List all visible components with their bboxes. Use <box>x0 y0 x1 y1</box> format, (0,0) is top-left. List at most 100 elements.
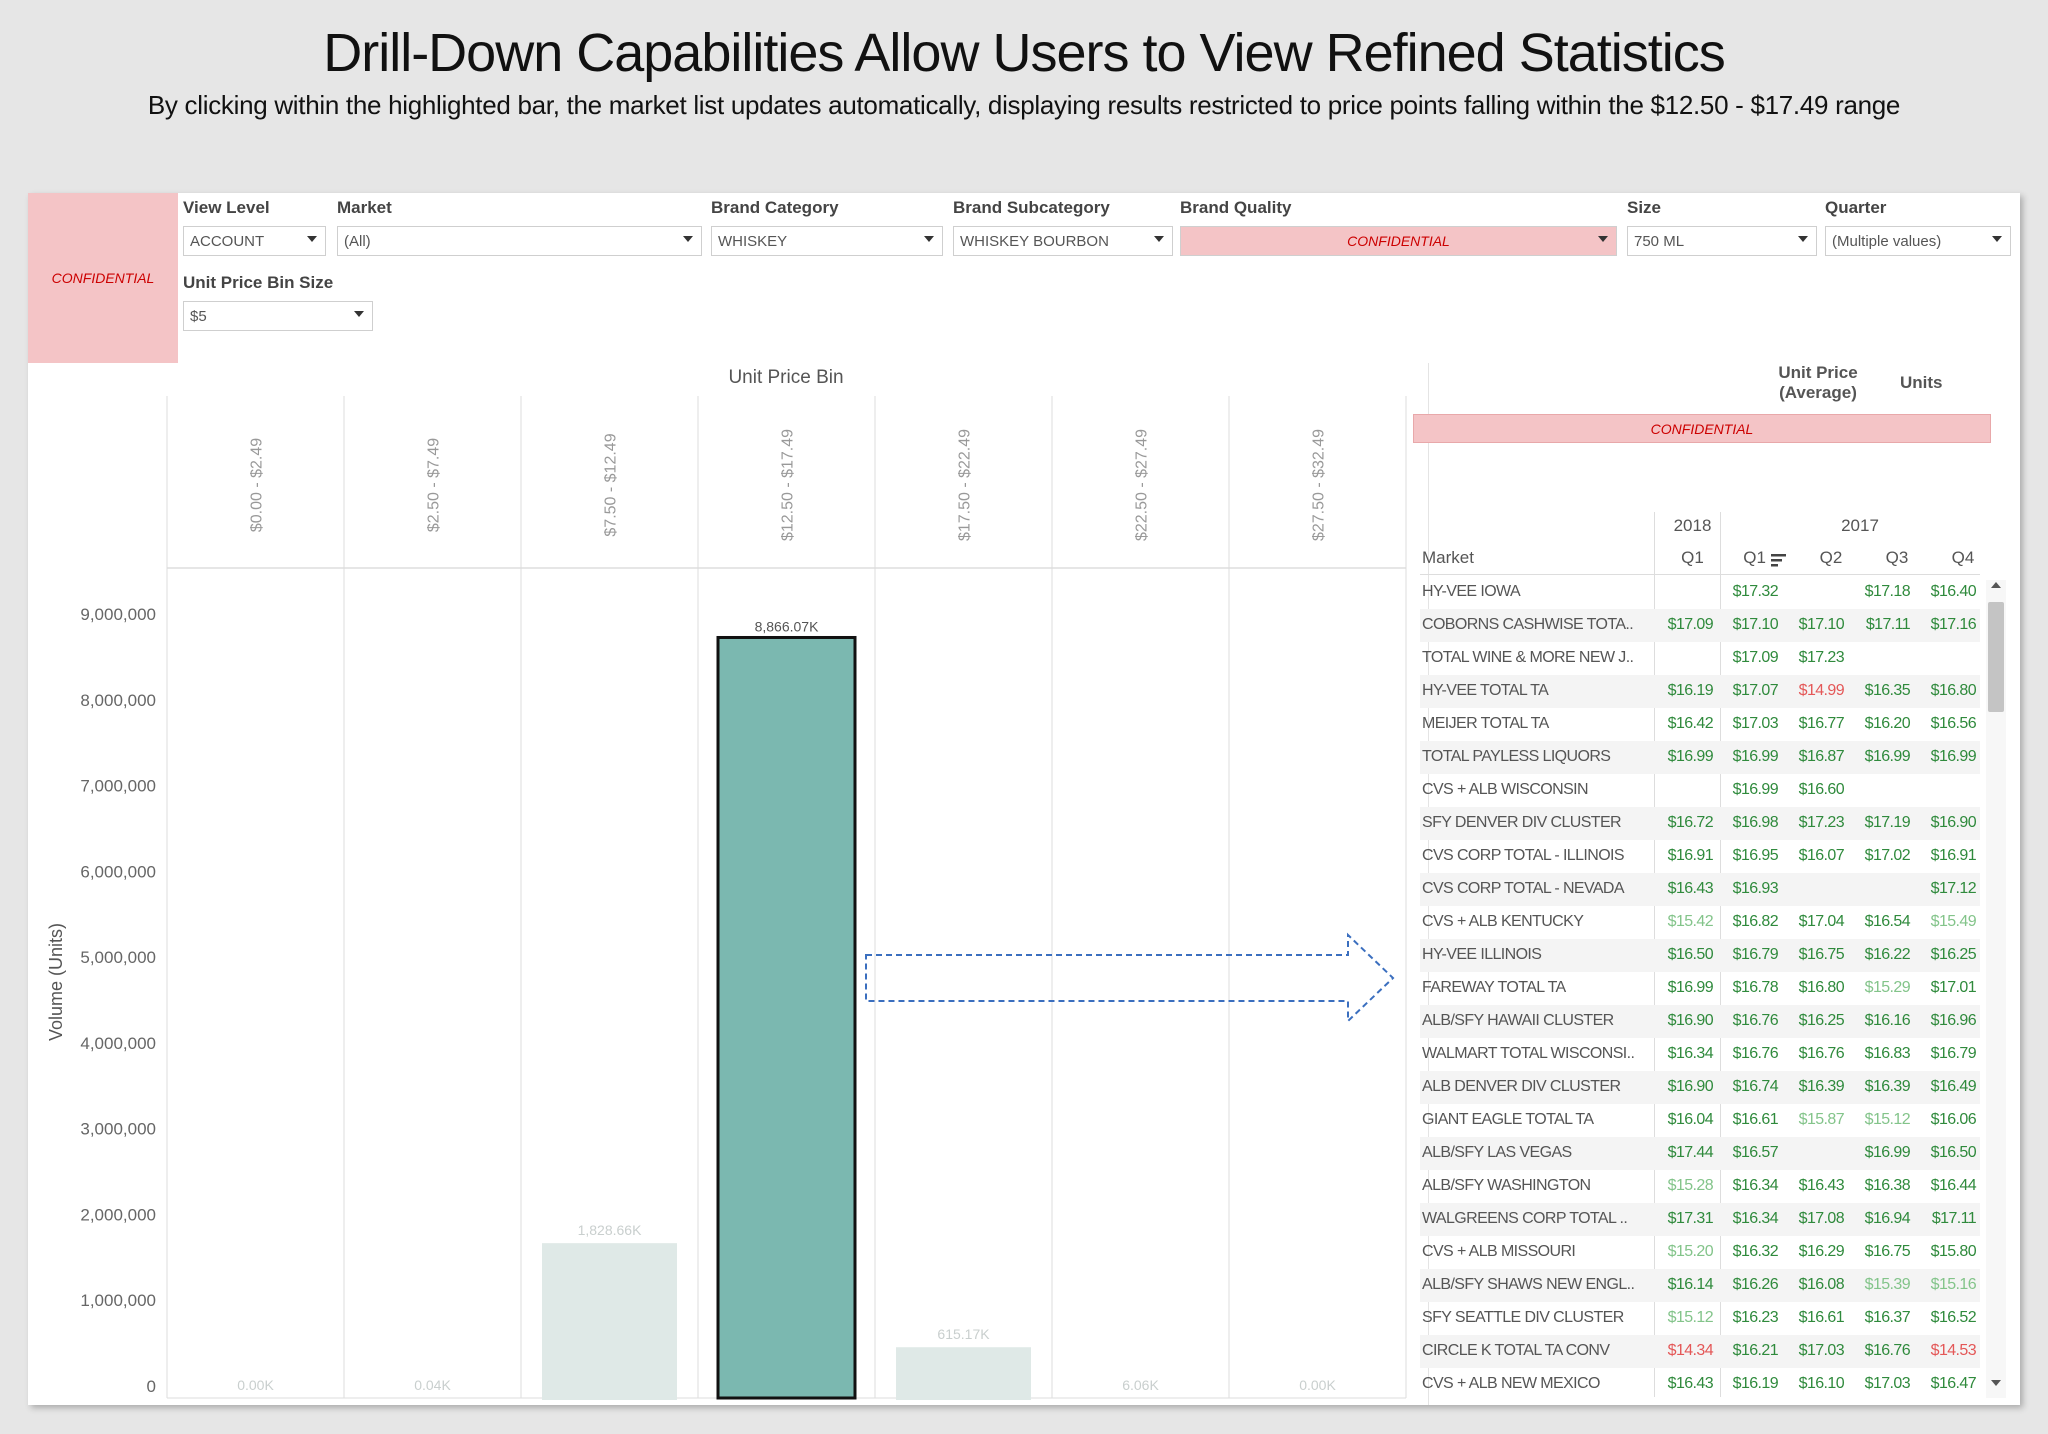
table-row[interactable]: ALB/SFY LAS VEGAS $17.44 $16.57 $16.99 $16.5… <box>1420 1137 1980 1170</box>
x-category-label[interactable]: $2.50 - $7.49 <box>426 438 443 532</box>
filter-brand-category: Brand Category WHISKEY <box>711 198 943 256</box>
table-row[interactable]: ALB/SFY HAWAII CLUSTER $16.90 $16.76 $16.25… <box>1420 1005 1980 1038</box>
table-row[interactable]: MEIJER TOTAL TA $16.42 $17.03 $16.77 $16.20 $… <box>1420 708 1980 741</box>
price-cell: $15.28 <box>1667 1177 1714 1194</box>
price-cell: $17.18 <box>1864 583 1911 600</box>
price-cell: $16.43 <box>1667 880 1714 897</box>
table-row[interactable]: CVS + ALB KENTUCKY $15.42 $16.82 $17.04 $16.… <box>1420 906 1980 939</box>
view-level-dropdown[interactable]: ACCOUNT <box>183 226 326 256</box>
brand-category-dropdown[interactable]: WHISKEY <box>711 226 943 256</box>
table-row[interactable]: HY-VEE ILLINOIS $16.50 $16.79 $16.75 $16.22 $… <box>1420 939 1980 972</box>
price-cell: $14.53 <box>1930 1342 1977 1359</box>
size-dropdown[interactable]: 750 ML <box>1627 226 1817 256</box>
sort-icon[interactable] <box>1770 552 1787 567</box>
table-row[interactable]: ALB/SFY WASHINGTON $15.28 $16.34 $16.43 $16.… <box>1420 1170 1980 1203</box>
table-row[interactable]: CVS CORP TOTAL - ILLINOIS $16.91 $16.95 $16… <box>1420 840 1980 873</box>
price-cell: $16.25 <box>1798 1012 1845 1029</box>
bar[interactable] <box>716 635 857 1400</box>
market-name: FAREWAY TOTAL TA <box>1422 979 1566 996</box>
brand-quality-dropdown[interactable]: CONFIDENTIAL <box>1180 226 1617 256</box>
table-row[interactable]: CVS + ALB MISSOURI $15.20 $16.32 $16.29 $16.… <box>1420 1236 1980 1269</box>
price-cell: $15.20 <box>1667 1243 1714 1260</box>
price-cell: $17.09 <box>1732 649 1779 666</box>
table-row[interactable]: CVS + ALB WISCONSIN $16.99 $16.60 <box>1420 774 1980 807</box>
price-cell: $16.19 <box>1667 682 1714 699</box>
table-row[interactable]: ALB DENVER DIV CLUSTER $16.90 $16.74 $16.39… <box>1420 1071 1980 1104</box>
price-cell: $16.82 <box>1732 913 1779 930</box>
market-dropdown[interactable]: (All) <box>337 226 702 256</box>
q3-column-header[interactable]: Q3 <box>1885 548 1909 567</box>
price-cell: $16.39 <box>1864 1078 1911 1095</box>
price-cell: $16.35 <box>1864 682 1911 699</box>
unit-price-header: Unit Price (Average) <box>1778 363 1858 402</box>
quarter-dropdown[interactable]: (Multiple values) <box>1825 226 2011 256</box>
price-cell: $15.39 <box>1864 1276 1911 1293</box>
table-row[interactable]: WALMART TOTAL WISCONSI.. $16.34 $16.76 $16.… <box>1420 1038 1980 1071</box>
table-row[interactable]: SFY SEATTLE DIV CLUSTER $15.12 $16.23 $16.6… <box>1420 1302 1980 1335</box>
dropdown-value: WHISKEY <box>718 232 788 250</box>
price-cell: $16.42 <box>1667 715 1714 732</box>
price-cell: $16.99 <box>1864 748 1911 765</box>
dropdown-value: (All) <box>344 232 371 250</box>
table-row[interactable]: FAREWAY TOTAL TA $16.99 $16.78 $16.80 $15.29… <box>1420 972 1980 1005</box>
dropdown-value: WHISKEY BOURBON <box>960 232 1109 250</box>
price-cell: $16.80 <box>1930 682 1977 699</box>
price-cell: $17.04 <box>1798 913 1845 930</box>
price-cell: $16.83 <box>1864 1045 1911 1062</box>
brand-subcategory-dropdown[interactable]: WHISKEY BOURBON <box>953 226 1173 256</box>
table-row[interactable]: ALB/SFY SHAWS NEW ENGL.. $16.14 $16.26 $16.… <box>1420 1269 1980 1302</box>
price-cell: $17.19 <box>1864 814 1911 831</box>
table-row[interactable]: CIRCLE K TOTAL TA CONV $14.34 $16.21 $17.03… <box>1420 1335 1980 1368</box>
price-cell: $16.76 <box>1864 1342 1911 1359</box>
table-row[interactable]: HY-VEE TOTAL TA $16.19 $17.07 $14.99 $16.35 $… <box>1420 675 1980 708</box>
price-cell: $16.14 <box>1667 1276 1714 1293</box>
price-cell: $17.23 <box>1798 649 1845 666</box>
scrollbar-thumb[interactable] <box>1988 602 2004 712</box>
page-title: Drill-Down Capabilities Allow Users to V… <box>323 23 1726 83</box>
table-row[interactable]: GIANT EAGLE TOTAL TA $16.04 $16.61 $15.87 $1… <box>1420 1104 1980 1137</box>
bar-value-label: 0.04K <box>414 1377 451 1393</box>
price-cell: $16.99 <box>1667 979 1714 996</box>
price-cell: $16.80 <box>1798 979 1845 996</box>
chart-title: Unit Price Bin <box>728 367 843 388</box>
x-category-label[interactable]: $0.00 - $2.49 <box>249 438 266 532</box>
price-cell: $16.08 <box>1798 1276 1845 1293</box>
table-row[interactable]: TOTAL PAYLESS LIQUORS $16.99 $16.99 $16.87 $… <box>1420 741 1980 774</box>
x-category-label[interactable]: $27.50 - $32.49 <box>1311 429 1328 541</box>
bar[interactable] <box>896 1347 1031 1400</box>
table-row[interactable]: CVS CORP TOTAL - NEVADA $16.43 $16.93 $17.1… <box>1420 873 1980 906</box>
table-row[interactable]: SFY DENVER DIV CLUSTER $16.72 $16.98 $17.23… <box>1420 807 1980 840</box>
price-cell: $15.87 <box>1798 1111 1845 1128</box>
x-category-label[interactable]: $12.50 - $17.49 <box>780 429 797 541</box>
scroll-down-icon[interactable] <box>1991 1380 2001 1386</box>
table-row[interactable]: WALGREENS CORP TOTAL .. $17.31 $16.34 $17.0… <box>1420 1203 1980 1236</box>
table-row[interactable]: HY-VEE IOWA $17.32 $17.18 $16.40 <box>1420 576 1980 609</box>
filter-brand-quality: Brand Quality CONFIDENTIAL <box>1180 198 1617 256</box>
scroll-up-icon[interactable] <box>1991 582 2001 588</box>
table-row[interactable]: COBORNS CASHWISE TOTA.. $17.09 $17.10 $17.1… <box>1420 609 1980 642</box>
table-row[interactable]: TOTAL WINE & MORE NEW J.. $17.09 $17.23 <box>1420 642 1980 675</box>
unit-price-bin-size-dropdown[interactable]: $5 <box>183 301 373 331</box>
x-category-label[interactable]: $17.50 - $22.49 <box>957 429 974 541</box>
q4-column-header[interactable]: Q4 <box>1951 548 1975 567</box>
q1-2018-column-header[interactable]: Q1 <box>1681 548 1704 567</box>
q2-column-header[interactable]: Q2 <box>1819 548 1843 567</box>
q1-column-header[interactable]: Q1 <box>1732 548 1798 568</box>
filter-brand-subcategory: Brand Subcategory WHISKEY BOURBON <box>953 198 1173 256</box>
price-cell: $16.91 <box>1930 847 1977 864</box>
x-category-label[interactable]: $22.50 - $27.49 <box>1134 429 1151 541</box>
filter-size: Size 750 ML <box>1627 198 1817 256</box>
price-cell: $16.75 <box>1864 1243 1911 1260</box>
table-row[interactable]: CVS + ALB NEW MEXICO $16.43 $16.19 $16.10 $1… <box>1420 1368 1980 1401</box>
y-tick-label: 6,000,000 <box>80 862 156 881</box>
market-name: HY-VEE TOTAL TA <box>1422 682 1549 699</box>
year-2017-header: 2017 <box>1841 516 1879 535</box>
market-name: ALB/SFY SHAWS NEW ENGL.. <box>1422 1276 1635 1293</box>
x-category-label[interactable]: $7.50 - $12.49 <box>603 433 620 536</box>
price-cell: $16.76 <box>1732 1012 1779 1029</box>
bar[interactable] <box>542 1243 677 1400</box>
table-scrollbar[interactable] <box>1986 580 2006 1398</box>
market-column-header[interactable]: Market <box>1422 548 1474 567</box>
price-cell: $16.95 <box>1732 847 1779 864</box>
